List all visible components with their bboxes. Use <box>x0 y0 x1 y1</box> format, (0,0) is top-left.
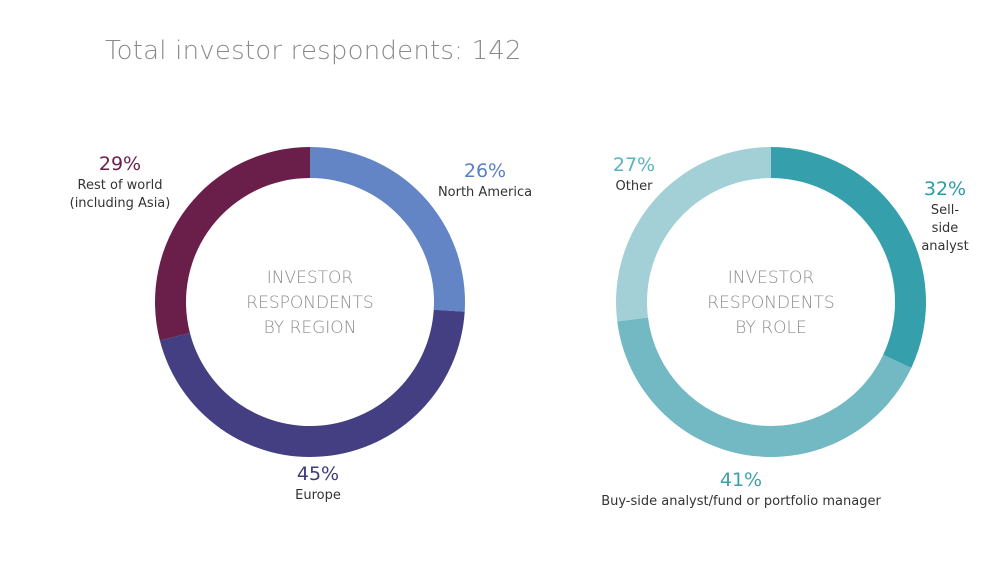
slice-value-label: 32% <box>924 178 966 200</box>
slice-buy-side-analyst-fund-or-portfolio-manager <box>617 317 912 457</box>
donut-center-label: RESPONDENTS <box>707 293 834 313</box>
slice-name-label: analyst <box>921 239 968 254</box>
slice-value-label: 27% <box>613 154 655 176</box>
slice-name-label: Europe <box>295 488 341 503</box>
slice-rest-of-world-including-asia <box>155 147 310 341</box>
slice-europe <box>159 309 465 458</box>
slice-value-label: 41% <box>720 469 762 491</box>
page-title: Total investor respondents: 142 <box>105 36 522 66</box>
slice-north-america <box>310 147 465 312</box>
donut-center-label: RESPONDENTS <box>246 293 373 313</box>
slice-name-label: (including Asia) <box>70 196 171 211</box>
donut-center-label: INVESTOR <box>728 268 814 288</box>
slice-sell-side-analyst <box>771 147 927 368</box>
slice-value-label: 29% <box>99 153 141 175</box>
donut-center-label: INVESTOR <box>267 268 353 288</box>
slice-other <box>615 147 771 322</box>
slice-name-label: Rest of world <box>78 178 163 193</box>
donut-center-label: BY ROLE <box>735 318 806 338</box>
slice-name-label: Sell- <box>931 203 959 218</box>
slice-value-label: 26% <box>464 160 506 182</box>
donut-chart-2: 32% Sell-side analyst 41% Buy-side analyst/f… <box>601 147 969 509</box>
slice-name-label: Other <box>616 179 654 194</box>
donut-center-label: BY REGION <box>264 318 357 338</box>
donut-chart-1: 26% North America 45% Europe 29% Rest of worl… <box>70 147 532 503</box>
slice-name-label: side <box>932 221 959 236</box>
slice-name-label: Buy-side analyst/fund or portfolio manag… <box>601 494 881 509</box>
slice-name-label: North America <box>438 185 532 200</box>
slice-value-label: 45% <box>297 463 339 485</box>
